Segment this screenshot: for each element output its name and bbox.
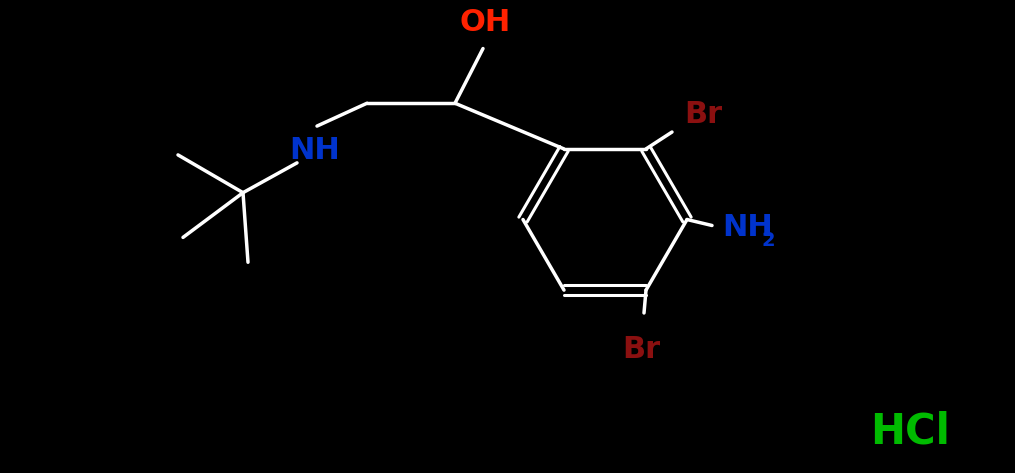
Text: Br: Br [622,335,660,364]
Text: NH: NH [722,213,772,242]
Text: OH: OH [460,8,511,36]
Text: HCl: HCl [870,410,950,452]
Text: Br: Br [684,100,722,129]
Text: 2: 2 [762,231,775,250]
Text: NH: NH [289,136,340,165]
